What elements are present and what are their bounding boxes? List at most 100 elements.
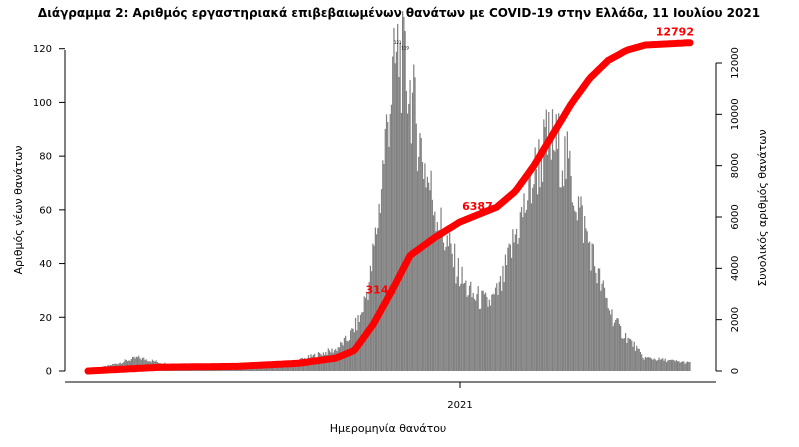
daily-deaths-bar	[518, 237, 520, 371]
daily-deaths-bar	[283, 364, 285, 371]
daily-deaths-bar	[663, 360, 665, 371]
daily-deaths-bar	[405, 90, 407, 372]
daily-deaths-bar	[530, 203, 533, 371]
daily-deaths-bar	[136, 357, 139, 371]
daily-deaths-bar	[549, 134, 551, 371]
daily-deaths-bar	[571, 202, 573, 371]
daily-deaths-bar	[543, 119, 545, 371]
daily-deaths-bar	[384, 128, 386, 371]
daily-deaths-bar	[559, 187, 561, 371]
daily-deaths-bar	[664, 358, 666, 371]
peak-value-label: 121	[394, 40, 402, 45]
daily-deaths-bar	[653, 358, 655, 371]
daily-deaths-bar	[574, 210, 576, 371]
daily-deaths-bar	[641, 354, 643, 371]
daily-deaths-bar	[553, 149, 555, 371]
daily-deaths-bar	[501, 290, 503, 371]
daily-deaths-bar	[587, 242, 590, 371]
daily-deaths-bar	[540, 155, 542, 371]
y-left-tick-label-60: 60	[39, 205, 52, 216]
y-left-tick-label-0: 0	[46, 367, 52, 378]
daily-deaths-bar	[556, 148, 559, 371]
daily-deaths-bar	[659, 359, 661, 371]
daily-deaths-bar	[624, 333, 627, 371]
daily-deaths-bar	[403, 16, 405, 371]
daily-deaths-bar	[561, 170, 564, 371]
daily-deaths-bar	[535, 168, 538, 371]
cumulative-annotation: 6387	[462, 200, 493, 213]
daily-deaths-bar	[538, 139, 540, 371]
daily-deaths-bar	[513, 242, 515, 371]
daily-deaths-bar	[649, 357, 651, 371]
daily-deaths-bar	[423, 178, 425, 371]
y-right-tick-label-12000: 12000	[730, 47, 741, 79]
daily-deaths-bar	[592, 244, 595, 371]
daily-deaths-bar	[628, 338, 630, 371]
daily-deaths-bar	[647, 356, 649, 371]
daily-deaths-bar	[644, 356, 647, 371]
daily-deaths-bar	[141, 357, 144, 371]
daily-deaths-bar	[377, 228, 379, 371]
daily-deaths-bar	[480, 308, 482, 371]
daily-deaths-bar	[424, 163, 426, 371]
daily-deaths-bar	[135, 356, 137, 371]
daily-deaths-bar	[404, 31, 406, 371]
daily-deaths-bar	[421, 162, 424, 371]
daily-deaths-bar	[374, 227, 376, 371]
daily-deaths-bar	[537, 194, 539, 371]
daily-deaths-bar	[395, 51, 398, 372]
daily-deaths-bar	[688, 362, 690, 371]
daily-deaths-bar	[465, 280, 467, 371]
daily-deaths-bar	[662, 358, 664, 371]
daily-deaths-bar	[380, 189, 383, 371]
daily-deaths-bar	[567, 158, 570, 371]
daily-deaths-bar	[488, 299, 490, 371]
daily-deaths-bar	[667, 360, 669, 371]
daily-deaths-bar	[572, 205, 575, 371]
daily-deaths-bar	[617, 318, 619, 371]
daily-deaths-bar	[600, 290, 602, 371]
daily-deaths-bar	[409, 80, 411, 371]
daily-deaths-bar	[288, 363, 290, 371]
daily-deaths-bar	[471, 297, 473, 371]
daily-deaths-bar	[554, 151, 556, 371]
daily-deaths-bar	[489, 305, 492, 371]
daily-deaths-bar	[124, 359, 126, 371]
daily-deaths-bar	[532, 187, 534, 371]
daily-deaths-bar	[680, 361, 682, 371]
peak-value-label: 119	[401, 45, 409, 50]
daily-deaths-bar	[125, 359, 128, 371]
daily-deaths-bar	[451, 253, 453, 371]
daily-deaths-bar	[270, 365, 272, 371]
daily-deaths-bar	[431, 199, 433, 371]
daily-deaths-bar	[638, 348, 640, 371]
daily-deaths-bar	[595, 272, 597, 371]
daily-deaths-bar	[418, 156, 420, 371]
daily-deaths-bar	[684, 363, 686, 371]
daily-deaths-bar	[560, 187, 562, 371]
daily-deaths-bar	[618, 323, 621, 371]
daily-deaths-bar	[611, 309, 613, 371]
daily-deaths-bar	[511, 257, 513, 371]
daily-deaths-bar	[517, 243, 519, 371]
daily-deaths-bar	[259, 366, 261, 371]
daily-deaths-bar	[539, 187, 541, 371]
daily-deaths-bar	[487, 306, 489, 371]
daily-deaths-bar	[579, 207, 581, 371]
daily-deaths-bar	[669, 359, 671, 371]
daily-deaths-bar	[655, 360, 658, 371]
daily-deaths-bar	[610, 314, 612, 371]
daily-deaths-bar	[673, 360, 675, 371]
daily-deaths-bar	[585, 228, 587, 371]
daily-deaths-bar	[463, 282, 466, 371]
y-left-tick-label-120: 120	[33, 44, 52, 55]
daily-deaths-bar	[629, 339, 632, 371]
daily-deaths-bar	[575, 212, 577, 371]
daily-deaths-bar	[428, 182, 430, 371]
daily-deaths-bar	[502, 265, 504, 371]
cumulative-deaths-line	[84, 39, 694, 375]
daily-deaths-bar	[265, 366, 267, 371]
daily-deaths-bar	[434, 211, 436, 371]
daily-deaths-bar	[650, 358, 653, 371]
